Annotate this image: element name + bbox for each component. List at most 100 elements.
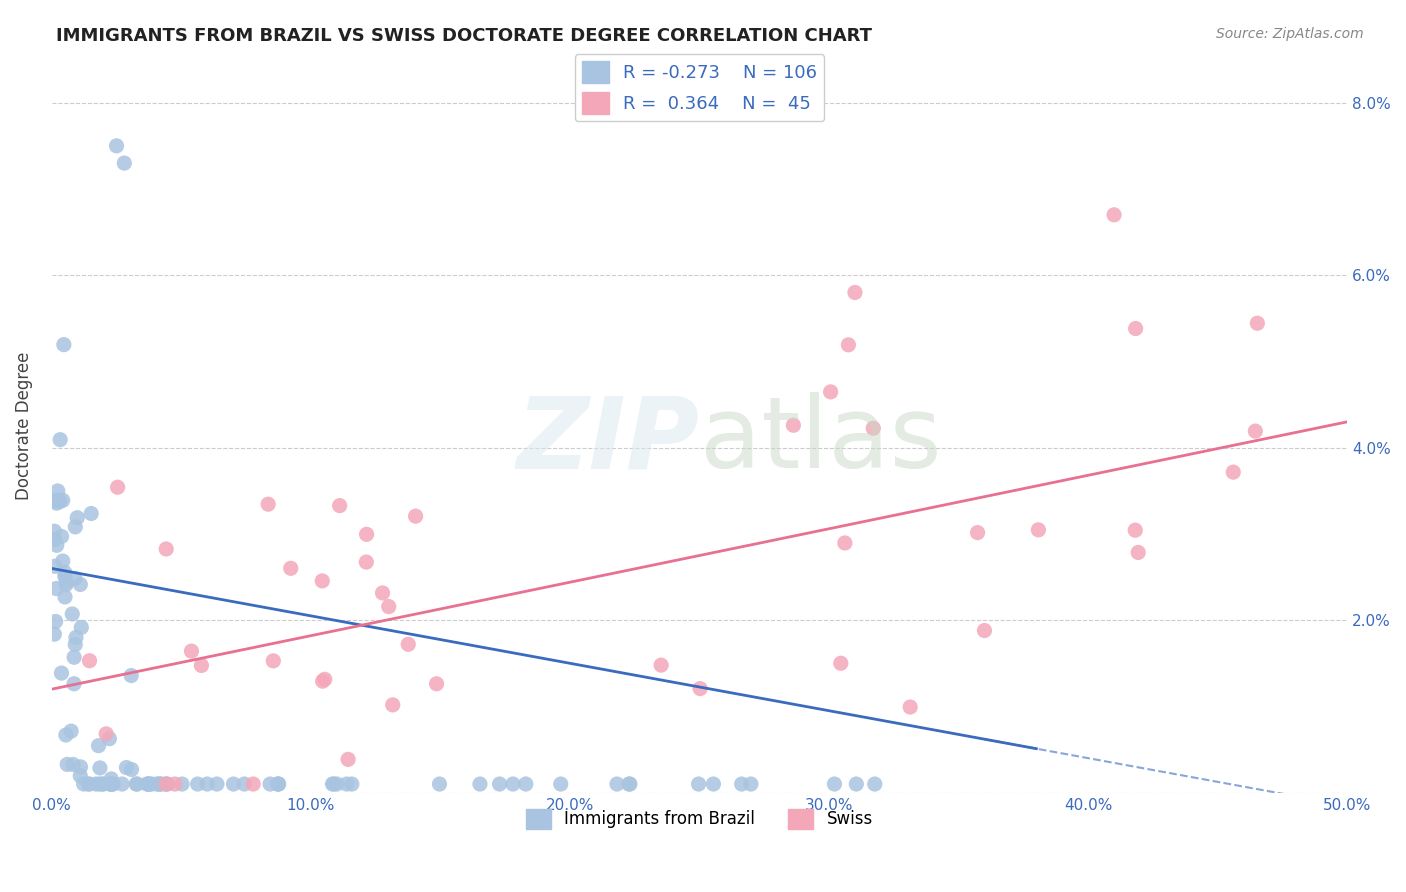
Point — [155, 777, 177, 791]
Point — [515, 777, 537, 791]
Point — [65, 631, 87, 645]
Point — [138, 777, 160, 791]
Point — [966, 525, 988, 540]
Point — [1222, 465, 1244, 479]
Point — [136, 777, 159, 791]
Point — [101, 777, 124, 791]
Point — [105, 138, 128, 153]
Point — [163, 777, 186, 791]
Point — [63, 677, 86, 691]
Point — [51, 666, 73, 681]
Point — [141, 777, 163, 791]
Point — [44, 493, 66, 508]
Point — [837, 338, 859, 352]
Point — [46, 483, 69, 498]
Point — [89, 761, 111, 775]
Point — [156, 777, 179, 791]
Text: IMMIGRANTS FROM BRAZIL VS SWISS DOCTORATE DEGREE CORRELATION CHART: IMMIGRANTS FROM BRAZIL VS SWISS DOCTORAT… — [56, 27, 872, 45]
Point — [44, 533, 66, 547]
Point — [66, 510, 89, 524]
Point — [740, 777, 762, 791]
Point — [112, 156, 135, 170]
Point — [311, 574, 333, 588]
Point — [617, 777, 640, 791]
Point — [195, 777, 218, 791]
Point — [155, 777, 177, 791]
Point — [55, 577, 77, 591]
Point — [44, 627, 66, 641]
Point — [145, 777, 167, 791]
Point — [136, 777, 159, 791]
Point — [337, 752, 360, 766]
Point — [55, 728, 77, 742]
Point — [53, 590, 76, 604]
Point — [100, 777, 122, 791]
Point — [60, 607, 83, 621]
Point — [120, 668, 142, 682]
Point — [314, 673, 336, 687]
Point — [80, 507, 103, 521]
Point — [782, 418, 804, 433]
Point — [405, 509, 427, 524]
Point — [150, 777, 173, 791]
Point — [60, 724, 83, 739]
Point — [371, 586, 394, 600]
Point — [91, 777, 114, 791]
Point — [62, 757, 84, 772]
Point — [488, 777, 510, 791]
Point — [65, 520, 87, 534]
Point — [96, 727, 118, 741]
Point — [52, 554, 75, 568]
Point — [262, 654, 284, 668]
Text: ZIP: ZIP — [516, 392, 700, 490]
Point — [862, 421, 884, 435]
Point — [322, 777, 344, 791]
Point — [1244, 424, 1267, 438]
Point — [356, 555, 378, 569]
Point — [242, 777, 264, 791]
Point — [100, 772, 122, 786]
Point — [53, 566, 76, 580]
Point — [84, 777, 107, 791]
Point — [311, 674, 333, 689]
Point — [267, 777, 290, 791]
Point — [69, 760, 91, 774]
Text: Source: ZipAtlas.com: Source: ZipAtlas.com — [1216, 27, 1364, 41]
Point — [72, 777, 94, 791]
Point — [1246, 316, 1268, 330]
Point — [148, 777, 170, 791]
Point — [101, 777, 124, 791]
Point — [425, 677, 447, 691]
Point — [69, 577, 91, 591]
Point — [155, 541, 177, 556]
Point — [606, 777, 628, 791]
Point — [63, 572, 86, 586]
Point — [973, 624, 995, 638]
Point — [834, 536, 856, 550]
Point — [125, 777, 148, 791]
Point — [1125, 321, 1147, 335]
Point — [267, 777, 290, 791]
Point — [69, 769, 91, 783]
Point — [45, 496, 67, 510]
Point — [1128, 545, 1150, 559]
Point — [280, 561, 302, 575]
Point — [180, 644, 202, 658]
Point — [550, 777, 572, 791]
Point — [63, 650, 86, 665]
Point — [100, 777, 122, 791]
Point — [381, 698, 404, 712]
Point — [468, 777, 491, 791]
Point — [170, 777, 193, 791]
Point — [121, 763, 143, 777]
Point — [87, 739, 110, 753]
Point — [689, 681, 711, 696]
Point — [820, 384, 842, 399]
Point — [233, 777, 256, 791]
Point — [702, 777, 724, 791]
Point — [340, 777, 363, 791]
Point — [51, 529, 73, 543]
Point — [98, 731, 121, 746]
Point — [187, 777, 209, 791]
Point — [863, 777, 886, 791]
